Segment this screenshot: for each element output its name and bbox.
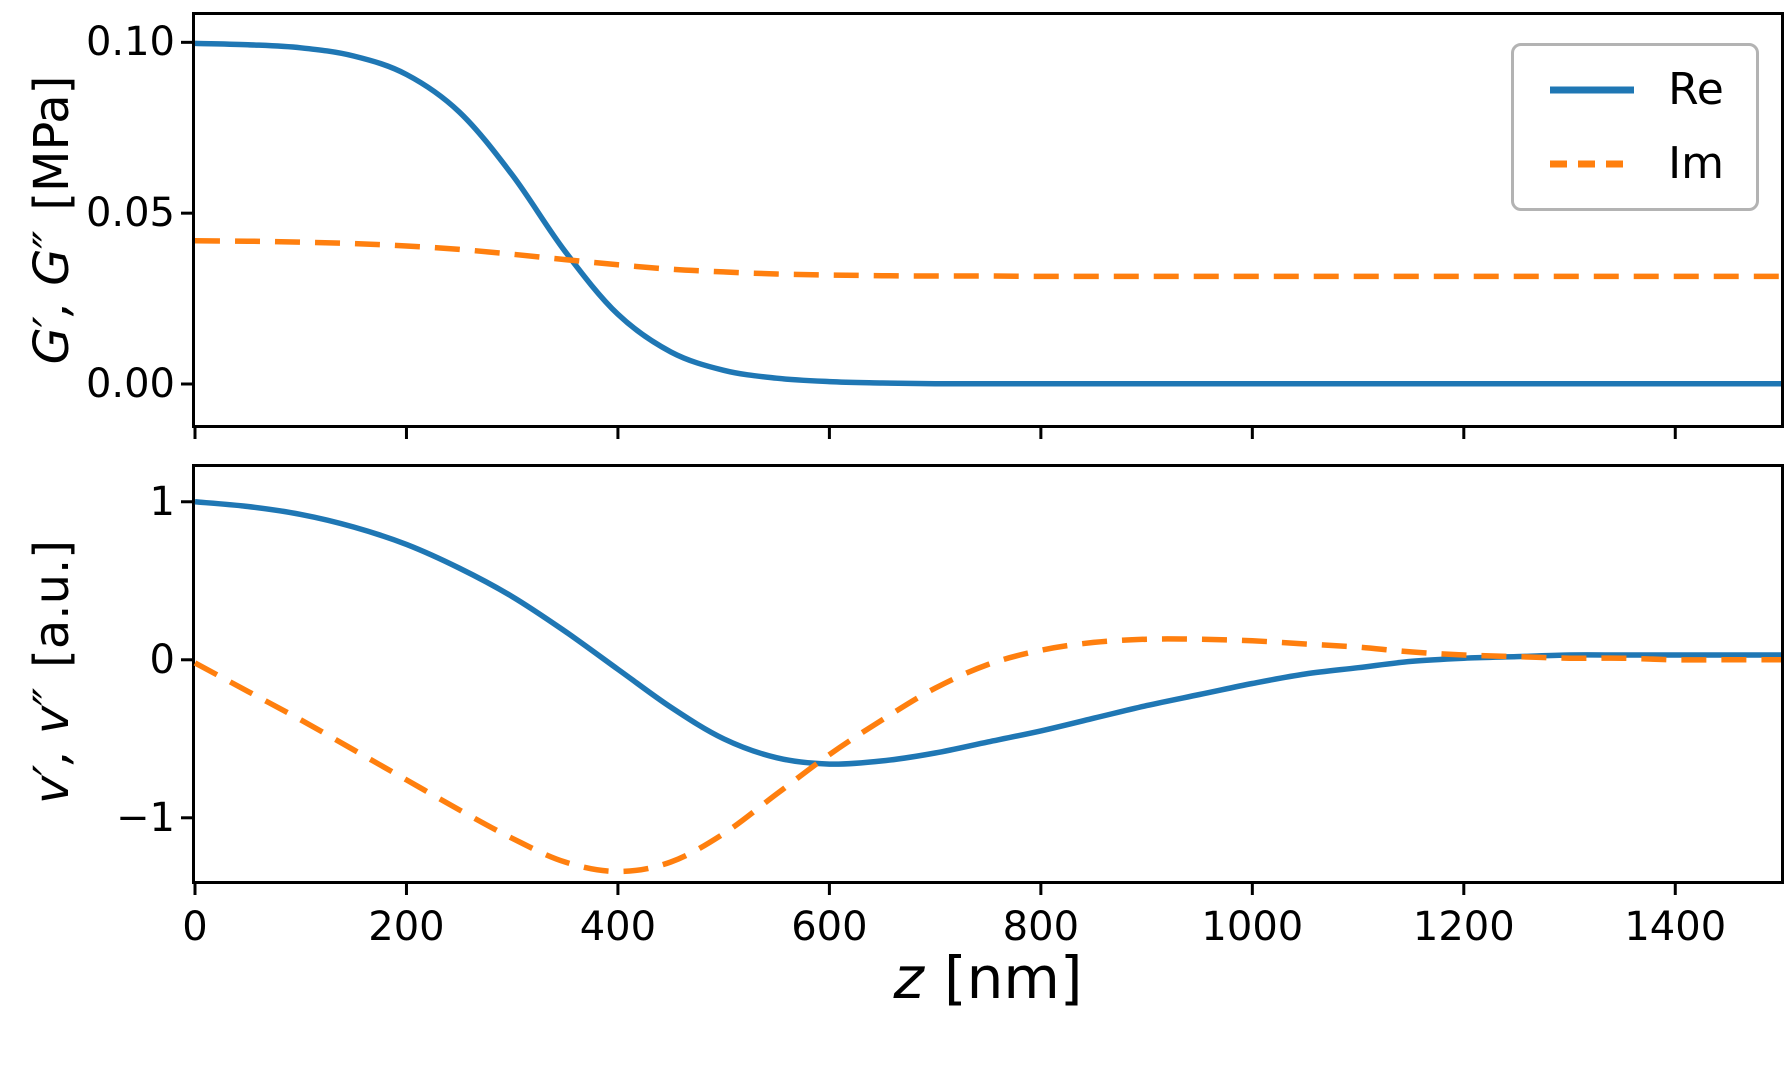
x-tick-label: 1000 [1201,904,1304,950]
x-tick-label: 1400 [1624,904,1727,950]
x-tick-label: 400 [579,904,657,950]
x-tick-label: 0 [182,904,208,950]
y-tick-label: 0.00 [85,361,175,407]
legend: Re Im [1511,43,1759,211]
x-tick-label: 800 [1002,904,1080,950]
legend-label-im: Im [1668,138,1724,189]
y-tick-label: 0 [149,636,175,683]
x-axis-label: z [nm] [894,944,1083,1012]
x-axis-label-math: z [893,944,924,1012]
series-bottom-re-line [194,499,1781,767]
legend-label-re: Re [1668,64,1724,115]
y-tick-label: 0.10 [85,19,175,66]
y-tick-label: −1 [116,794,175,841]
y-tick-label: 1 [149,478,175,525]
series-bottom-im-line [193,636,1781,875]
y-axis-label-bottom-math: v′, v″ [24,687,80,804]
subplot-bottom [181,464,1784,895]
subplot-top: Re Im [181,12,1784,439]
series-top-re-line [194,40,1781,387]
plot-canvas-top [181,40,1781,439]
x-tick-label: 600 [791,904,868,950]
x-tick-label: 200 [368,904,445,950]
legend-line-re-icon [1550,86,1635,94]
series-top-im-line [194,238,1781,280]
y-tick-label: 0.05 [85,190,175,237]
legend-item-im: Im [1546,140,1724,188]
y-axis-label-top-math: G′, G″ [24,230,80,365]
legend-item-re: Re [1546,66,1724,114]
plot-canvas-bottom [181,499,1781,895]
x-tick-label: 1200 [1412,904,1515,950]
legend-line-im-icon [1550,160,1635,168]
x-axis-label-unit: [nm] [943,944,1083,1012]
